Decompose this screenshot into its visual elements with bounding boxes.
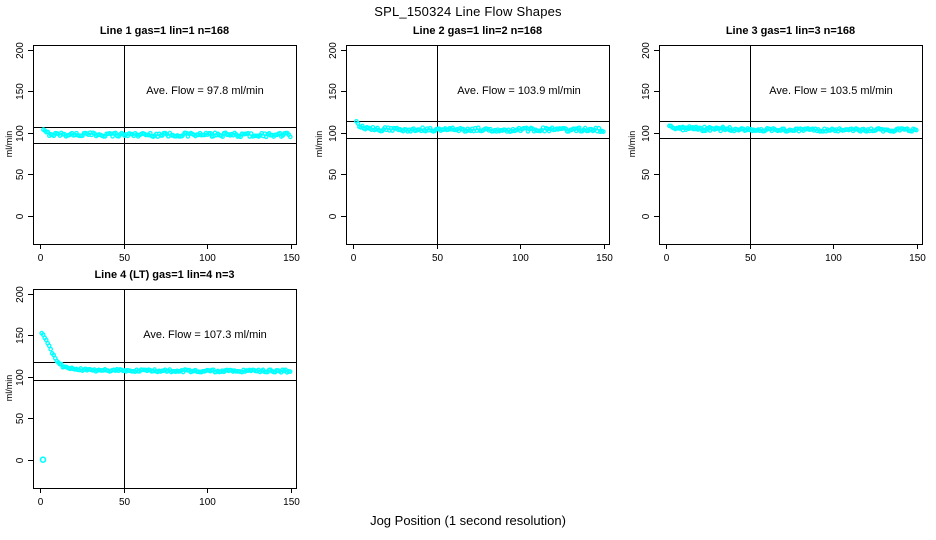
panel-2-plot: 0 50 100 150 0 50 100 150 200 — [328, 42, 613, 264]
panel-2-title: Line 2 gas=1 lin=2 n=168 — [412, 25, 543, 37]
panel-4-ave-flow-annotation: Ave. Flow = 107.3 ml/min — [143, 329, 267, 341]
svg-text:50: 50 — [745, 253, 757, 264]
panel-4-y-axis-label: ml/min — [4, 374, 14, 402]
svg-text:200: 200 — [15, 286, 26, 303]
panel-3-y-axis-label: ml/min — [627, 130, 637, 158]
svg-text:50: 50 — [328, 169, 339, 181]
panel-3-plot: 0 50 100 150 0 50 100 150 200 — [641, 42, 926, 264]
svg-text:50: 50 — [15, 413, 26, 425]
svg-text:150: 150 — [283, 497, 300, 508]
svg-text:50: 50 — [432, 253, 444, 264]
svg-text:0: 0 — [15, 213, 26, 219]
svg-text:100: 100 — [641, 125, 652, 142]
svg-text:0: 0 — [38, 253, 44, 264]
svg-text:150: 150 — [328, 83, 339, 100]
svg-text:100: 100 — [15, 125, 26, 142]
svg-text:0: 0 — [328, 213, 339, 219]
svg-text:0: 0 — [15, 457, 26, 463]
panel-4-title: Line 4 (LT) gas=1 lin=4 n=3 — [94, 269, 235, 281]
svg-text:100: 100 — [328, 125, 339, 142]
svg-text:0: 0 — [641, 213, 652, 219]
main-title: SPL_150324 Line Flow Shapes — [374, 4, 562, 19]
svg-text:150: 150 — [909, 253, 926, 264]
panel-3-title: Line 3 gas=1 lin=3 n=168 — [725, 25, 856, 37]
panel-2-ave-flow-annotation: Ave. Flow = 103.9 ml/min — [457, 85, 581, 97]
svg-text:100: 100 — [512, 253, 529, 264]
svg-text:100: 100 — [199, 253, 216, 264]
panel-4-plot: 0 50 100 150 0 50 100 150 200 — [15, 286, 300, 508]
panel-1-y-axis-label: ml/min — [4, 130, 14, 158]
svg-text:100: 100 — [15, 369, 26, 386]
svg-text:150: 150 — [15, 83, 26, 100]
panel-1-plot: 0 50 100 150 0 50 100 150 200 — [15, 42, 300, 264]
svg-text:100: 100 — [825, 253, 842, 264]
svg-text:150: 150 — [283, 253, 300, 264]
panel-2-y-axis-label: ml/min — [314, 130, 324, 158]
svg-text:150: 150 — [15, 327, 26, 344]
svg-text:50: 50 — [15, 169, 26, 181]
panel-3-ave-flow-annotation: Ave. Flow = 103.5 ml/min — [769, 85, 893, 97]
svg-text:200: 200 — [328, 42, 339, 59]
svg-text:150: 150 — [641, 83, 652, 100]
panel-1-title: Line 1 gas=1 lin=1 n=168 — [99, 25, 230, 37]
svg-text:200: 200 — [641, 42, 652, 59]
panel-1-ave-flow-annotation: Ave. Flow = 97.8 ml/min — [146, 85, 264, 97]
svg-text:150: 150 — [596, 253, 613, 264]
figure-x-axis-label: Jog Position (1 second resolution) — [370, 513, 566, 528]
svg-text:0: 0 — [351, 253, 357, 264]
svg-text:0: 0 — [38, 497, 44, 508]
svg-text:50: 50 — [119, 253, 131, 264]
svg-text:0: 0 — [664, 253, 670, 264]
svg-text:100: 100 — [199, 497, 216, 508]
svg-text:200: 200 — [15, 42, 26, 59]
svg-text:50: 50 — [641, 169, 652, 181]
svg-text:50: 50 — [119, 497, 131, 508]
